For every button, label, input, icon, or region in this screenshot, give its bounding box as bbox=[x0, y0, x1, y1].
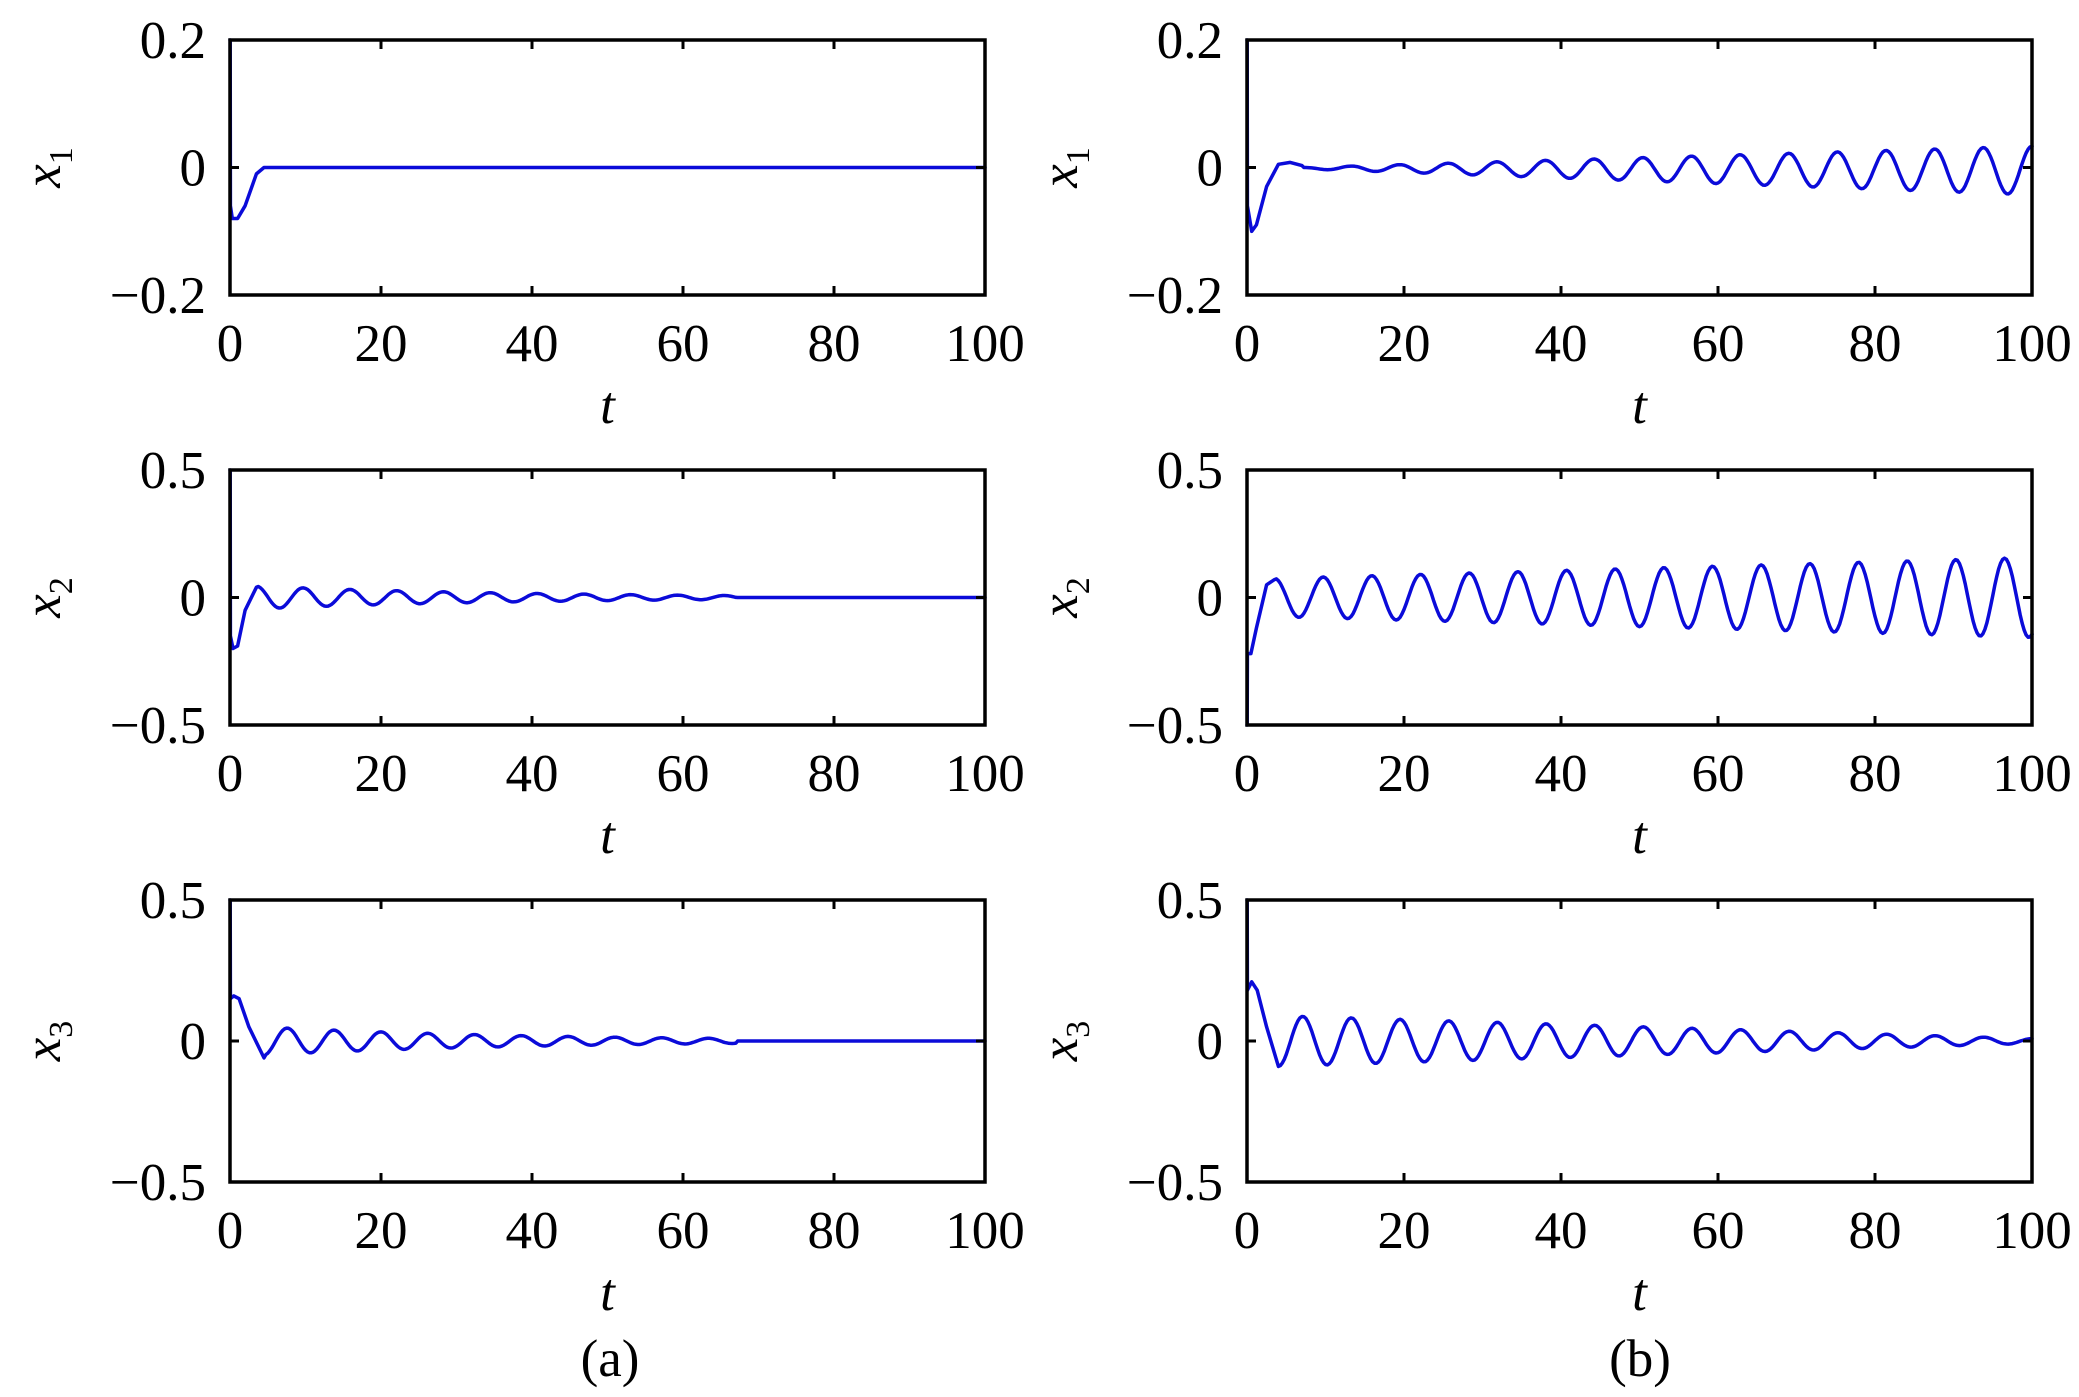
y-axis-label-var-a-x2: x bbox=[14, 594, 72, 619]
x-axis-label-b-x1: t bbox=[1632, 377, 1648, 435]
y-tick-label-a-x1-1: 0 bbox=[180, 140, 207, 198]
y-axis-label-sub-b-x1: 1 bbox=[1060, 147, 1097, 164]
y-tick-label-b-x2-2: 0.5 bbox=[1157, 442, 1223, 500]
y-tick-label-a-x1-2: 0.2 bbox=[140, 12, 206, 70]
x-tick-label-a-x1-4: 80 bbox=[808, 315, 861, 373]
x-tick-label-b-x3-2: 40 bbox=[1535, 1202, 1588, 1260]
x-tick-label-b-x2-4: 80 bbox=[1849, 745, 1902, 803]
x-tick-label-a-x2-4: 80 bbox=[808, 745, 861, 803]
y-tick-label-a-x3-0: −0.5 bbox=[110, 1154, 206, 1212]
y-axis-label-sub-b-x3: 3 bbox=[1060, 1021, 1097, 1038]
y-tick-label-b-x2-1: 0 bbox=[1197, 570, 1224, 628]
x-tick-label-a-x2-0: 0 bbox=[217, 745, 244, 803]
x-tick-label-b-x3-0: 0 bbox=[1234, 1202, 1261, 1260]
y-axis-label-sub-b-x2: 2 bbox=[1060, 577, 1097, 594]
x-tick-label-a-x3-2: 40 bbox=[506, 1202, 559, 1260]
y-axis-label-var-a-x3: x bbox=[14, 1037, 72, 1062]
series-line-a-x2-0 bbox=[228, 468, 987, 651]
y-tick-label-b-x1-2: 0.2 bbox=[1157, 12, 1223, 70]
y-tick-label-b-x2-0: −0.5 bbox=[1127, 697, 1223, 755]
y-axis-label-b-x3: x3 bbox=[1031, 1021, 1097, 1063]
y-axis-label-b-x2: x2 bbox=[1031, 577, 1097, 619]
y-axis-label-a-x3: x3 bbox=[14, 1021, 80, 1063]
x-tick-label-b-x2-3: 60 bbox=[1692, 745, 1745, 803]
y-tick-label-a-x2-2: 0.5 bbox=[140, 442, 206, 500]
x-tick-label-a-x2-1: 20 bbox=[355, 745, 408, 803]
y-tick-label-b-x3-2: 0.5 bbox=[1157, 872, 1223, 930]
x-axis-label-a-x3: t bbox=[600, 1264, 616, 1322]
x-tick-label-b-x2-5: 100 bbox=[1992, 745, 2072, 803]
x-tick-label-a-x1-0: 0 bbox=[217, 315, 244, 373]
y-axis-label-var-a-x1: x bbox=[14, 164, 72, 189]
x-tick-label-b-x1-5: 100 bbox=[1992, 315, 2072, 373]
series-line-a-x1-0 bbox=[228, 38, 987, 221]
x-tick-label-b-x1-3: 60 bbox=[1692, 315, 1745, 373]
y-tick-label-b-x3-1: 0 bbox=[1197, 1013, 1224, 1071]
x-tick-label-a-x1-1: 20 bbox=[355, 315, 408, 373]
x-tick-label-b-x2-1: 20 bbox=[1378, 745, 1431, 803]
x-tick-label-a-x3-0: 0 bbox=[217, 1202, 244, 1260]
y-tick-label-a-x1-0: −0.2 bbox=[110, 267, 206, 325]
x-tick-label-a-x1-3: 60 bbox=[657, 315, 710, 373]
x-axis-label-b-x2: t bbox=[1632, 807, 1648, 865]
y-axis-label-a-x2: x2 bbox=[14, 577, 80, 619]
x-tick-label-b-x3-1: 20 bbox=[1378, 1202, 1431, 1260]
x-tick-label-a-x2-5: 100 bbox=[945, 745, 1025, 803]
x-tick-label-a-x1-2: 40 bbox=[506, 315, 559, 373]
x-tick-label-b-x1-0: 0 bbox=[1234, 315, 1261, 373]
y-tick-label-b-x3-0: −0.5 bbox=[1127, 1154, 1223, 1212]
series-line-b-x1-0 bbox=[1245, 38, 2034, 234]
x-tick-label-a-x3-4: 80 bbox=[808, 1202, 861, 1260]
series-line-a-x3-0 bbox=[228, 898, 987, 1060]
y-tick-label-a-x3-1: 0 bbox=[180, 1013, 207, 1071]
y-axis-label-var-b-x1: x bbox=[1031, 164, 1089, 189]
y-axis-label-var-b-x2: x bbox=[1031, 594, 1089, 619]
x-axis-label-a-x1: t bbox=[600, 377, 616, 435]
caption-b: (b) bbox=[1609, 1330, 1671, 1388]
y-axis-label-var-b-x3: x bbox=[1031, 1037, 1089, 1062]
y-tick-label-a-x3-2: 0.5 bbox=[140, 872, 206, 930]
y-tick-label-a-x2-0: −0.5 bbox=[110, 697, 206, 755]
x-tick-label-a-x2-2: 40 bbox=[506, 745, 559, 803]
plot-frame-b-x2 bbox=[1245, 468, 2034, 727]
series-line-b-x2-0 bbox=[1245, 556, 2034, 727]
x-tick-label-b-x3-4: 80 bbox=[1849, 1202, 1902, 1260]
y-axis-label-a-x1: x1 bbox=[14, 147, 80, 189]
x-tick-label-b-x3-5: 100 bbox=[1992, 1202, 2072, 1260]
x-tick-label-b-x1-1: 20 bbox=[1378, 315, 1431, 373]
x-tick-label-a-x3-5: 100 bbox=[945, 1202, 1025, 1260]
x-axis-label-b-x3: t bbox=[1632, 1264, 1648, 1322]
caption-a: (a) bbox=[581, 1330, 640, 1388]
y-tick-label-b-x1-0: −0.2 bbox=[1127, 267, 1223, 325]
x-axis-label-a-x2: t bbox=[600, 807, 616, 865]
y-tick-label-a-x2-1: 0 bbox=[180, 570, 207, 628]
x-tick-label-b-x1-2: 40 bbox=[1535, 315, 1588, 373]
x-tick-label-a-x1-5: 100 bbox=[945, 315, 1025, 373]
x-tick-label-b-x2-2: 40 bbox=[1535, 745, 1588, 803]
y-tick-label-b-x1-1: 0 bbox=[1197, 140, 1224, 198]
x-tick-label-b-x1-4: 80 bbox=[1849, 315, 1902, 373]
y-axis-label-sub-a-x2: 2 bbox=[43, 577, 80, 594]
x-tick-label-a-x2-3: 60 bbox=[657, 745, 710, 803]
y-axis-label-sub-a-x1: 1 bbox=[43, 147, 80, 164]
y-axis-label-b-x1: x1 bbox=[1031, 147, 1097, 189]
x-tick-label-a-x3-1: 20 bbox=[355, 1202, 408, 1260]
series-line-b-x3-0 bbox=[1245, 898, 2034, 1069]
x-tick-label-b-x2-0: 0 bbox=[1234, 745, 1261, 803]
x-tick-label-b-x3-3: 60 bbox=[1692, 1202, 1745, 1260]
x-tick-label-a-x3-3: 60 bbox=[657, 1202, 710, 1260]
y-axis-label-sub-a-x3: 3 bbox=[43, 1021, 80, 1038]
